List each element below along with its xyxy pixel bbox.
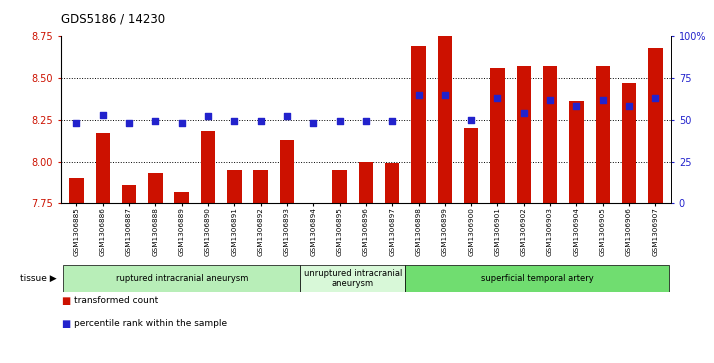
Text: ■: ■ (61, 319, 70, 330)
Bar (149, 173, 163, 203)
Bar (648, 48, 663, 203)
Bar (333, 170, 347, 203)
Point (334, 119, 346, 125)
Point (308, 120, 319, 126)
Bar (122, 185, 136, 203)
Bar (622, 83, 636, 203)
Point (255, 119, 266, 125)
Bar (464, 128, 478, 203)
Point (386, 119, 398, 125)
Point (281, 114, 293, 119)
Point (413, 92, 424, 98)
Point (71, 120, 82, 126)
Bar (543, 66, 558, 203)
Point (360, 119, 371, 125)
Bar (280, 140, 294, 203)
Point (439, 92, 451, 98)
Bar (300, 265, 406, 292)
Bar (253, 170, 268, 203)
Point (466, 117, 477, 123)
Point (150, 119, 161, 125)
Bar (358, 162, 373, 203)
Point (518, 110, 530, 116)
Point (597, 97, 608, 103)
Bar (174, 192, 189, 203)
Point (650, 95, 661, 101)
Bar (595, 66, 610, 203)
Bar (69, 178, 84, 203)
Bar (96, 133, 110, 203)
Bar (385, 163, 399, 203)
Point (623, 103, 635, 109)
Point (492, 95, 503, 101)
Text: percentile rank within the sample: percentile rank within the sample (74, 319, 226, 329)
Text: superficial temporal artery: superficial temporal artery (481, 274, 593, 283)
Bar (64, 265, 300, 292)
Bar (516, 66, 531, 203)
Text: transformed count: transformed count (74, 296, 158, 305)
Text: GDS5186 / 14230: GDS5186 / 14230 (61, 13, 165, 26)
Bar (227, 170, 241, 203)
Bar (438, 36, 452, 203)
Text: unruptured intracranial
aneurysm: unruptured intracranial aneurysm (303, 269, 402, 288)
Text: tissue ▶: tissue ▶ (21, 274, 57, 283)
Point (228, 119, 240, 125)
Bar (569, 101, 583, 203)
Bar (411, 46, 426, 203)
Text: ruptured intracranial aneurysm: ruptured intracranial aneurysm (116, 274, 248, 283)
Point (176, 120, 188, 126)
Text: ■: ■ (61, 296, 70, 306)
Point (97, 112, 109, 118)
Bar (406, 265, 668, 292)
Point (544, 97, 555, 103)
Bar (491, 68, 505, 203)
Point (202, 114, 213, 119)
Bar (201, 131, 216, 203)
Point (124, 120, 135, 126)
Point (570, 103, 582, 109)
